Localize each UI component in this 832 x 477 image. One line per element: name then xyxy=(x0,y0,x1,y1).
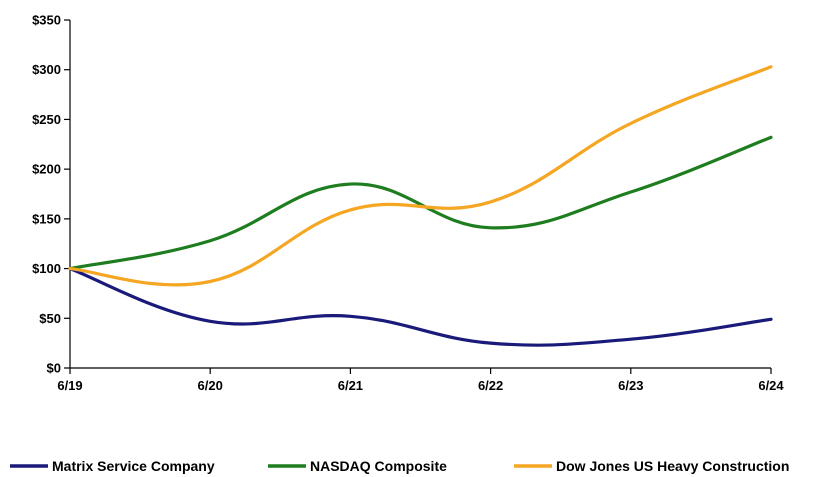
series-line-dow-jones-us-heavy-construction xyxy=(68,65,773,287)
y-axis: $0 $50 $100 $150 $200 $250 $300 $350 xyxy=(32,13,71,376)
y-tick-label: $200 xyxy=(32,162,61,177)
y-tick-label: $250 xyxy=(32,112,61,127)
legend: Matrix Service Company NASDAQ Composite Do… xyxy=(10,458,789,474)
x-tick-label: 6/21 xyxy=(338,378,363,393)
series-line-matrix-service-company xyxy=(68,266,773,347)
x-tick-label: 6/20 xyxy=(198,378,223,393)
x-tick-label: 6/22 xyxy=(478,378,503,393)
y-tick-label: $0 xyxy=(47,361,61,376)
legend-label-nasdaq-composite: NASDAQ Composite xyxy=(310,458,447,474)
y-tick-label: $150 xyxy=(32,211,61,226)
series-line-nasdaq-composite xyxy=(68,135,773,271)
x-tick-label: 6/19 xyxy=(57,378,82,393)
y-tick-label: $300 xyxy=(32,62,61,77)
y-tick-label: $50 xyxy=(39,311,61,326)
x-tick-label: 6/24 xyxy=(758,378,784,393)
x-tick-label: 6/23 xyxy=(618,378,643,393)
x-axis: 6/19 6/20 6/21 6/22 6/23 6/24 xyxy=(57,367,784,393)
legend-label-dow-jones-us-heavy-construction: Dow Jones US Heavy Construction xyxy=(556,458,789,474)
series-layer xyxy=(68,65,773,347)
legend-label-matrix-service-company: Matrix Service Company xyxy=(52,458,215,474)
y-tick-label: $350 xyxy=(32,13,61,28)
y-tick-label: $100 xyxy=(32,261,61,276)
